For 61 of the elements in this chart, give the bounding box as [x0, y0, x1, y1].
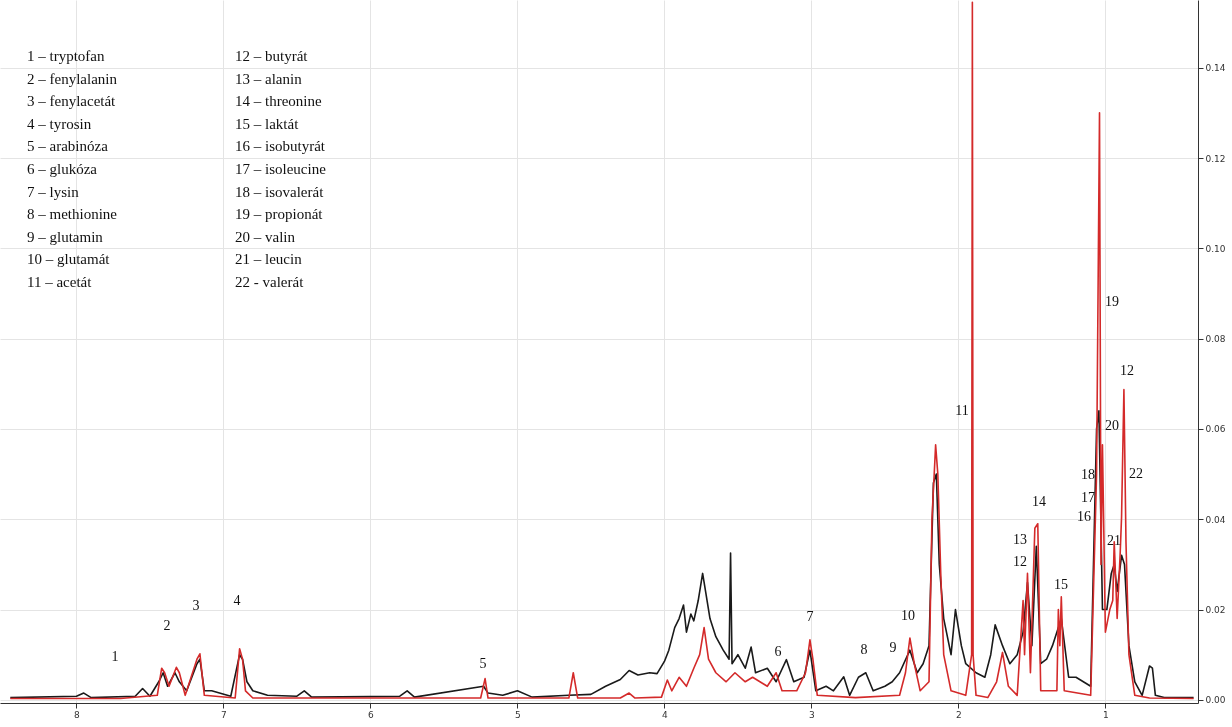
- annotation: 7 – lysin: [27, 183, 80, 200]
- annotation: 3 – fenylacetát: [27, 93, 117, 110]
- annotation: 19 – propionát: [235, 206, 324, 223]
- annotation: 18: [1081, 467, 1095, 482]
- annotation: 2: [163, 618, 171, 633]
- annotation: 5: [479, 656, 487, 671]
- annotation: 4 – tyrosin: [27, 115, 92, 132]
- annotation: 10: [901, 608, 915, 623]
- annotation: 2 – fenylalanin: [27, 70, 118, 87]
- annotation: 21: [1107, 533, 1121, 548]
- y-tick-label: 0.02: [1205, 605, 1226, 616]
- annotation: 4: [233, 593, 241, 608]
- x-tick-label: 1: [1103, 709, 1109, 720]
- annotation: 12: [1013, 554, 1027, 569]
- annotation: 16: [1077, 509, 1091, 524]
- annotation: 15: [1054, 577, 1068, 592]
- x-tick-label: 8: [74, 709, 81, 720]
- annotation: 9 – glutamin: [27, 228, 104, 245]
- annotation: 18 – isovalerát: [235, 183, 325, 200]
- x-tick-label: 2: [956, 709, 962, 720]
- annotation: 11 – acetát: [27, 274, 93, 290]
- annotation: 1: [111, 649, 119, 664]
- y-tick-label: 0.14: [1205, 63, 1226, 74]
- annotation: 13 – alanin: [235, 70, 303, 87]
- y-tick-label: 0.00: [1205, 695, 1226, 706]
- annotation: 5 – arabinóza: [27, 138, 109, 155]
- annotation: 14 – threonine: [235, 93, 322, 110]
- y-tick-label: 0.10: [1205, 243, 1226, 254]
- annotation: 22 - valerát: [235, 274, 305, 290]
- annotation: 19: [1105, 294, 1119, 309]
- annotation: 14: [1032, 494, 1046, 509]
- annotation: 7: [806, 609, 814, 624]
- annotation: 1 – tryptofan: [27, 48, 105, 64]
- x-tick-label: 7: [221, 709, 227, 720]
- annotation: 16 – isobutyrát: [235, 138, 326, 155]
- annotation: 10 – glutamát: [27, 251, 111, 268]
- annotation: 20 – valin: [235, 228, 296, 245]
- annotation: 12 – butyrát: [235, 48, 309, 64]
- annotation: 20: [1105, 418, 1119, 433]
- annotation: 9: [889, 640, 897, 655]
- x-tick-label: 6: [368, 709, 375, 720]
- annotation: 11: [955, 403, 969, 418]
- annotation: 22: [1129, 466, 1143, 481]
- y-tick-label: 0.12: [1205, 153, 1226, 164]
- annotation: 21 – leucin: [235, 251, 303, 268]
- annotation: 12: [1120, 363, 1134, 378]
- x-tick-label: 4: [662, 709, 669, 720]
- annotation: 8 – methionine: [27, 206, 118, 223]
- annotation: 17 – isoleucine: [235, 161, 327, 177]
- annotation: 3: [192, 598, 200, 613]
- annotation: 15 – laktát: [235, 115, 300, 132]
- annotation: 6: [774, 644, 782, 659]
- x-tick-label: 3: [809, 709, 815, 720]
- x-tick-label: 5: [515, 709, 521, 720]
- annotation: 8: [860, 642, 868, 657]
- line-series: [9, 1, 1195, 700]
- y-tick-label: 0.08: [1205, 334, 1226, 345]
- annotation: 6 – glukóza: [27, 161, 98, 177]
- y-tick-label: 0.04: [1205, 514, 1226, 525]
- annotation: 13: [1013, 532, 1027, 547]
- y-tick-label: 0.06: [1205, 424, 1226, 435]
